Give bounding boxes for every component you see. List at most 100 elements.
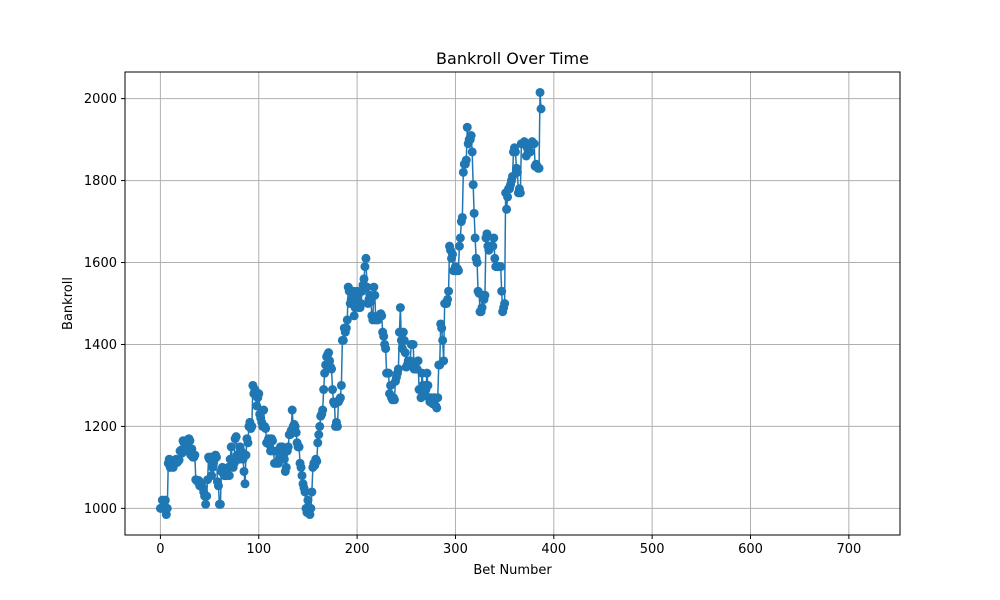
data-point xyxy=(315,421,325,431)
data-point xyxy=(525,147,535,157)
data-point xyxy=(500,299,510,308)
data-point xyxy=(490,253,500,263)
data-point xyxy=(482,229,492,239)
data-point xyxy=(287,405,297,415)
data-point xyxy=(279,454,289,464)
data-point xyxy=(268,436,278,446)
data-point xyxy=(320,368,330,378)
data-point xyxy=(160,495,170,505)
data-point xyxy=(400,348,410,358)
data-point xyxy=(174,455,184,465)
data-point xyxy=(393,364,403,374)
x-tick-label: 700 xyxy=(836,542,861,557)
data-point xyxy=(534,163,544,173)
data-point xyxy=(211,452,221,462)
data-point xyxy=(468,180,478,190)
data-point xyxy=(455,233,465,243)
data-point xyxy=(319,385,329,395)
data-point xyxy=(457,212,467,222)
data-point xyxy=(515,188,525,198)
data-point xyxy=(303,495,313,505)
data-point xyxy=(332,421,342,431)
data-point xyxy=(307,487,317,497)
data-point xyxy=(408,339,418,349)
data-point xyxy=(422,368,432,378)
data-point xyxy=(458,167,468,177)
data-point xyxy=(462,122,472,132)
data-point xyxy=(467,147,477,157)
data-point xyxy=(470,233,480,243)
data-point xyxy=(443,294,453,304)
series-layer xyxy=(155,87,546,520)
data-point xyxy=(294,442,304,452)
data-point xyxy=(477,303,487,313)
data-point xyxy=(437,323,447,333)
data-point xyxy=(453,266,463,276)
data-point xyxy=(395,303,405,313)
data-point xyxy=(291,428,301,438)
y-tick-label: 1800 xyxy=(84,174,117,189)
data-point xyxy=(213,481,223,491)
data-point xyxy=(356,299,366,308)
data-point xyxy=(224,471,234,481)
data-point xyxy=(313,438,323,448)
x-tick-label: 300 xyxy=(443,542,468,557)
x-tick-label: 600 xyxy=(738,542,763,557)
data-point xyxy=(254,389,264,399)
data-point xyxy=(472,258,482,268)
data-point xyxy=(369,282,379,292)
data-point xyxy=(454,241,464,251)
data-point xyxy=(398,327,408,337)
data-point xyxy=(489,233,499,243)
data-point xyxy=(201,499,211,509)
y-tick-label: 1000 xyxy=(84,502,117,517)
data-point xyxy=(413,356,423,366)
data-point xyxy=(335,393,345,403)
data-point xyxy=(338,335,348,345)
data-point xyxy=(327,364,337,374)
data-point xyxy=(281,462,291,472)
axis-ticks: 0 100 200 300 400 500 600 700 1000 1200 1400 1600 18… xyxy=(84,92,861,557)
y-tick-label: 2000 xyxy=(84,92,117,107)
data-point xyxy=(226,442,236,452)
data-point xyxy=(536,104,546,114)
data-point xyxy=(512,167,522,177)
data-point xyxy=(438,335,448,345)
data-point xyxy=(296,462,306,472)
data-point xyxy=(162,503,172,513)
data-point xyxy=(314,430,324,440)
x-axis-label: Bet Number xyxy=(473,563,552,578)
data-point xyxy=(328,385,338,395)
x-tick-label: 500 xyxy=(640,542,665,557)
data-point xyxy=(362,282,372,292)
data-point xyxy=(469,208,479,218)
data-point xyxy=(239,466,249,476)
data-point xyxy=(342,315,352,325)
data-point xyxy=(502,204,512,214)
data-point xyxy=(324,348,334,358)
data-point xyxy=(336,380,346,390)
data-point xyxy=(370,290,380,300)
data-point xyxy=(379,331,389,341)
data-point xyxy=(243,438,253,448)
data-point xyxy=(215,499,225,509)
data-point xyxy=(448,249,458,259)
data-point xyxy=(444,286,454,296)
y-axis-label: Bankroll xyxy=(61,277,76,330)
data-point xyxy=(259,405,269,415)
data-point xyxy=(185,436,195,446)
data-point xyxy=(231,432,241,442)
data-point xyxy=(261,423,271,433)
y-tick-label: 1600 xyxy=(84,256,117,271)
data-point xyxy=(297,471,307,481)
data-point xyxy=(377,311,387,321)
data-point xyxy=(480,290,490,300)
data-point xyxy=(432,403,442,413)
data-point xyxy=(360,262,370,272)
data-point xyxy=(503,192,513,202)
data-point xyxy=(190,450,200,460)
data-point xyxy=(497,286,507,296)
data-point xyxy=(312,456,322,466)
